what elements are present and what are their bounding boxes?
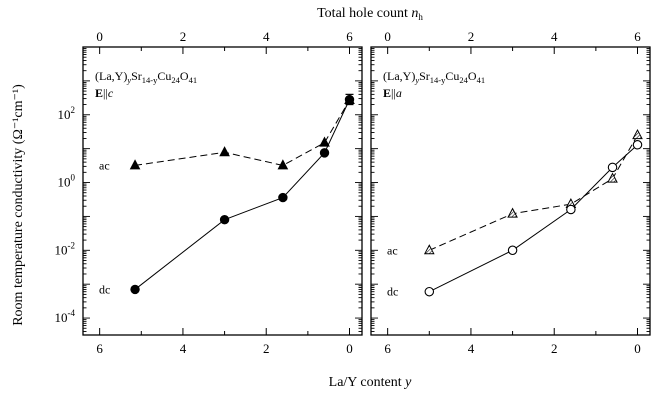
data-point-dc [219, 214, 230, 225]
field-direction-label: E||c [95, 86, 114, 100]
series-label-dc: dc [99, 282, 110, 296]
data-point-ac [129, 159, 141, 170]
bottom-tick-label: 4 [180, 341, 187, 356]
top-tick-label: 2 [180, 29, 187, 44]
y-tick-label: 102 [58, 105, 76, 122]
top-tick-label: 0 [96, 29, 103, 44]
series-label-ac: ac [99, 158, 110, 172]
data-point-ac [277, 159, 289, 170]
y-tick-label: 10-2 [55, 240, 76, 257]
y-tick-label: 10-4 [55, 308, 76, 325]
field-direction-label: E||a [383, 86, 402, 100]
data-point-dc [319, 148, 330, 158]
series-label-ac: ac [387, 243, 398, 257]
top-tick-label: 2 [468, 29, 475, 44]
bottom-tick-label: 2 [551, 341, 558, 356]
data-point-ac [507, 207, 518, 218]
data-point-dc [632, 140, 643, 150]
data-point-ac [632, 128, 643, 140]
series-line-ac [429, 134, 638, 251]
series-line-dc [134, 99, 350, 290]
bottom-tick-label: 0 [634, 341, 641, 356]
plot-frame [82, 46, 363, 336]
data-point-dc [607, 162, 618, 173]
formula-label: (La,Y)ySr14-yCu24O41 [95, 69, 197, 85]
bottom-tick-label: 2 [263, 341, 270, 356]
bottom-tick-label: 6 [384, 341, 391, 356]
bottom-tick-label: 6 [96, 341, 103, 356]
data-point-ac [423, 244, 435, 255]
top-tick-label: 4 [263, 29, 270, 44]
top-tick-label: 0 [384, 29, 391, 44]
bottom-tick-label: 4 [468, 341, 475, 356]
data-point-ac [219, 146, 230, 157]
data-point-ac [319, 136, 330, 147]
data-point-dc [278, 192, 288, 203]
top-tick-label: 6 [634, 29, 641, 44]
series-line-ac [134, 99, 350, 166]
series-line-dc [429, 144, 638, 293]
data-point-dc [507, 245, 518, 256]
bottom-axis-title: La/Y content y [329, 375, 412, 390]
data-point-dc [344, 94, 355, 105]
bottom-tick-label: 0 [346, 341, 353, 356]
y-tick-label: 100 [58, 173, 76, 190]
plot-frame [370, 46, 651, 336]
data-point-dc [566, 204, 576, 215]
y-axis-title: Room temperature conductivity (Ω⁻¹cm⁻¹) [11, 84, 26, 326]
top-axis-title: Total hole count nh [317, 6, 423, 22]
top-tick-label: 6 [346, 29, 353, 44]
data-point-ac [607, 172, 618, 183]
data-point-dc [130, 284, 140, 295]
series-label-dc: dc [387, 285, 398, 299]
top-tick-label: 4 [551, 29, 558, 44]
data-point-dc [424, 286, 435, 297]
formula-label: (La,Y)ySr14-yCu24O41 [383, 69, 485, 85]
left-panel: 6 4 2 0 0 2 4 6 10-4 10-2 100 102 (La,Y)ySr14-yCu24O… [55, 29, 363, 356]
